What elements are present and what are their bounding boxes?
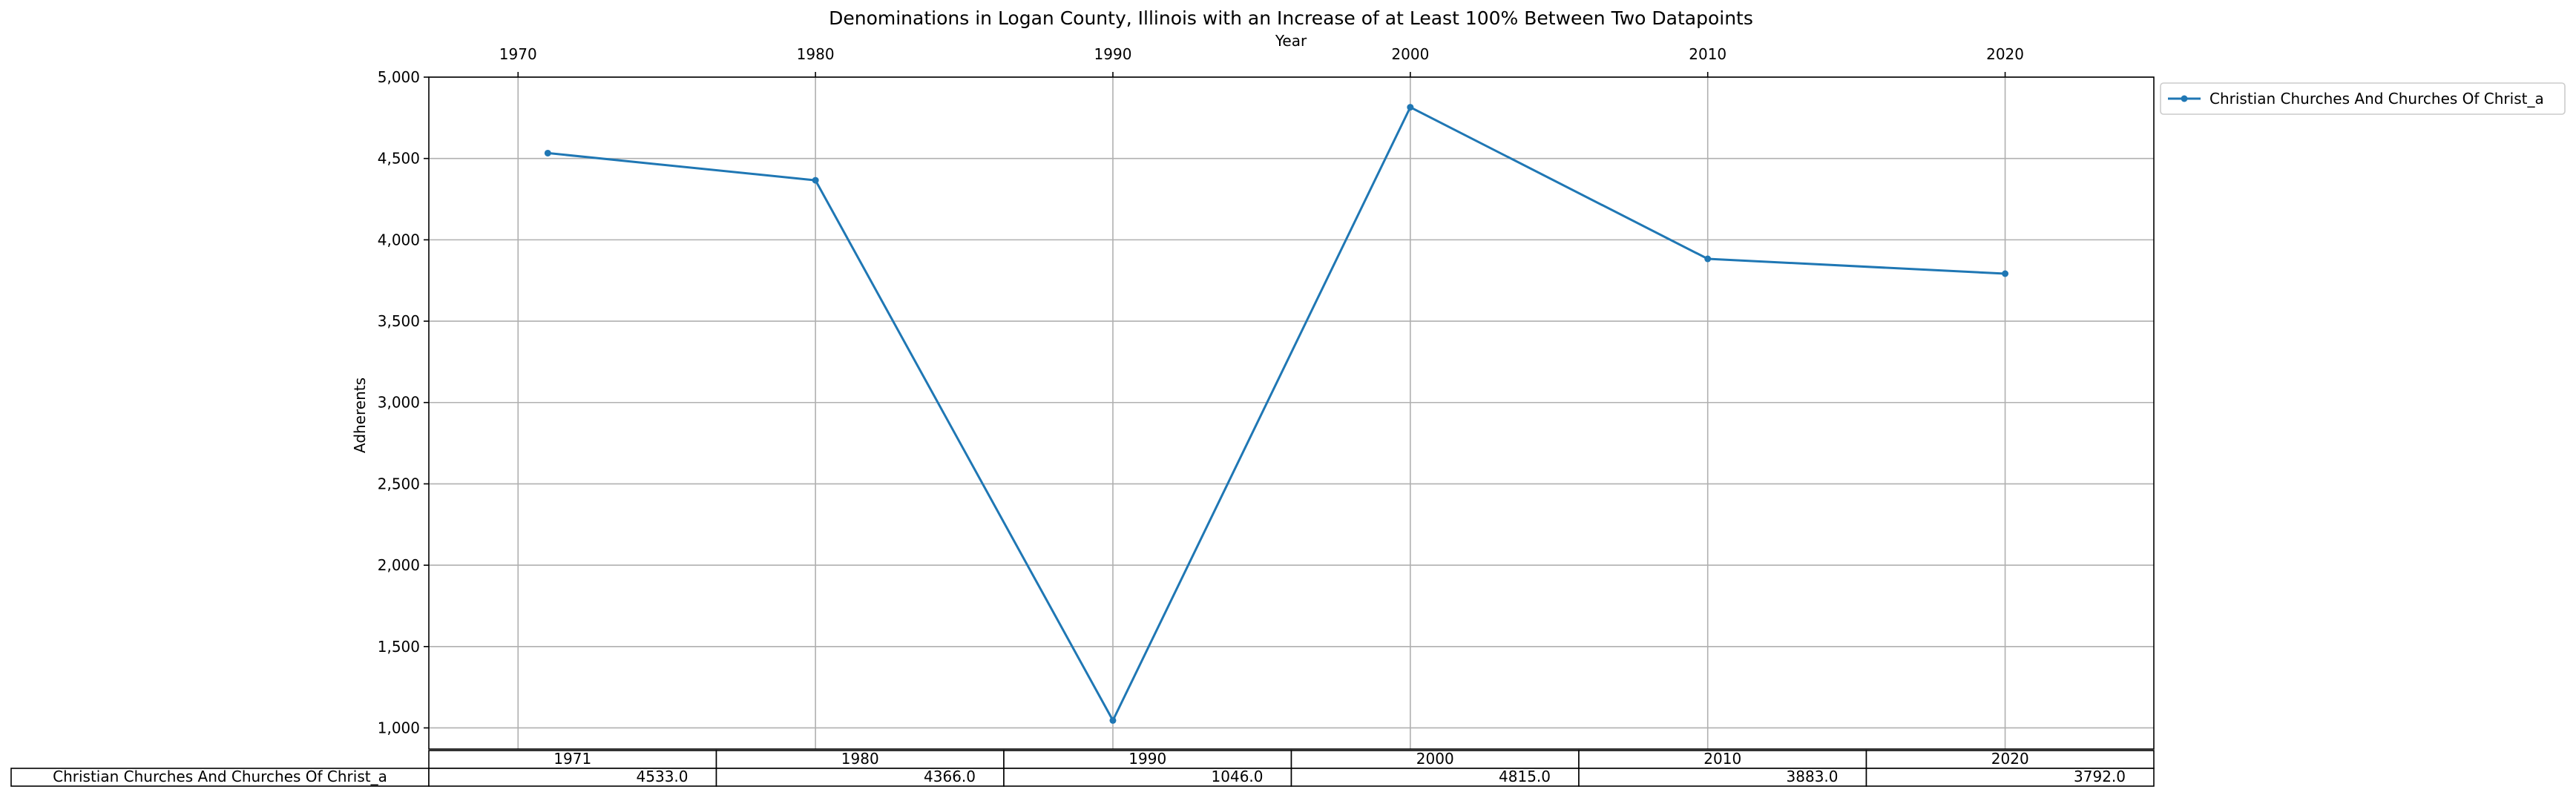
y-tick-label: 4,000 — [378, 231, 420, 248]
data-point — [1109, 716, 1117, 724]
legend-box — [2160, 82, 2566, 115]
table-column-header: 1971 — [553, 750, 591, 768]
y-axis-label: Adherents — [351, 377, 369, 453]
axis-ticks: 1970 1980 1990 2000 2010 2020 1,000 1,500 2,000 2… — [378, 45, 2024, 736]
table-cell — [715, 768, 1005, 787]
table-column-header: 2020 — [1991, 750, 2029, 768]
table-header-cell — [715, 750, 1005, 769]
x-tick-label: 1970 — [499, 45, 537, 63]
table-column-header: 2010 — [1703, 750, 1741, 768]
table-value: 1046.0 — [1212, 768, 1264, 785]
chart-title: Denominations in Logan County, Illinois … — [829, 7, 1753, 29]
plot-area-frame — [428, 76, 2155, 750]
table-value: 3883.0 — [1787, 768, 1839, 785]
table-value: 3792.0 — [2074, 768, 2126, 785]
table-column-header: 2000 — [1416, 750, 1454, 768]
table-cell — [1290, 768, 1580, 787]
x-tick-label: 2010 — [1689, 45, 1726, 63]
data-point — [2002, 270, 2009, 277]
table-cell — [428, 768, 717, 787]
series-line — [548, 106, 2005, 722]
data-point — [812, 177, 819, 184]
y-tick-label: 1,500 — [378, 638, 420, 656]
legend-label: Christian Churches And Churches Of Chris… — [2209, 90, 2544, 108]
table-value: 4366.0 — [924, 768, 976, 785]
x-tick-label: 1980 — [797, 45, 835, 63]
y-tick-label: 1,000 — [378, 719, 420, 736]
table-header-cell — [428, 750, 717, 769]
y-tick-label: 5,000 — [378, 68, 420, 86]
table-value: 4533.0 — [637, 768, 689, 785]
table-row-label-cell — [10, 768, 430, 787]
data-table: 1971 1980 1990 2000 2010 2020 Christian Church… — [10, 750, 2155, 787]
legend-marker — [2181, 95, 2188, 102]
y-tick-label: 4,500 — [378, 150, 420, 168]
data-point — [544, 149, 551, 156]
x-axis-label: Year — [1275, 32, 1307, 50]
table-value: 4815.0 — [1499, 768, 1551, 785]
table-row-label: Christian Churches And Churches Of Chris… — [53, 768, 387, 785]
y-tick-label: 3,000 — [378, 394, 420, 412]
x-tick-label: 2020 — [1986, 45, 2024, 63]
table-column-header: 1990 — [1128, 750, 1166, 768]
table-cell — [1865, 768, 2155, 787]
table-cell — [1578, 768, 1867, 787]
x-tick-label: 2000 — [1391, 45, 1429, 63]
x-tick-label: 1990 — [1094, 45, 1132, 63]
gridlines — [429, 76, 2154, 749]
y-tick-label: 2,500 — [378, 475, 420, 492]
data-point — [1407, 104, 1414, 111]
table-cell — [1003, 768, 1292, 787]
y-tick-label: 3,500 — [378, 312, 420, 330]
legend: Christian Churches And Churches Of Chris… — [2160, 82, 2566, 115]
table-column-header: 1980 — [841, 750, 879, 768]
series-layer — [544, 104, 2009, 724]
y-tick-label: 2,000 — [378, 556, 420, 574]
data-point — [1704, 255, 1712, 263]
